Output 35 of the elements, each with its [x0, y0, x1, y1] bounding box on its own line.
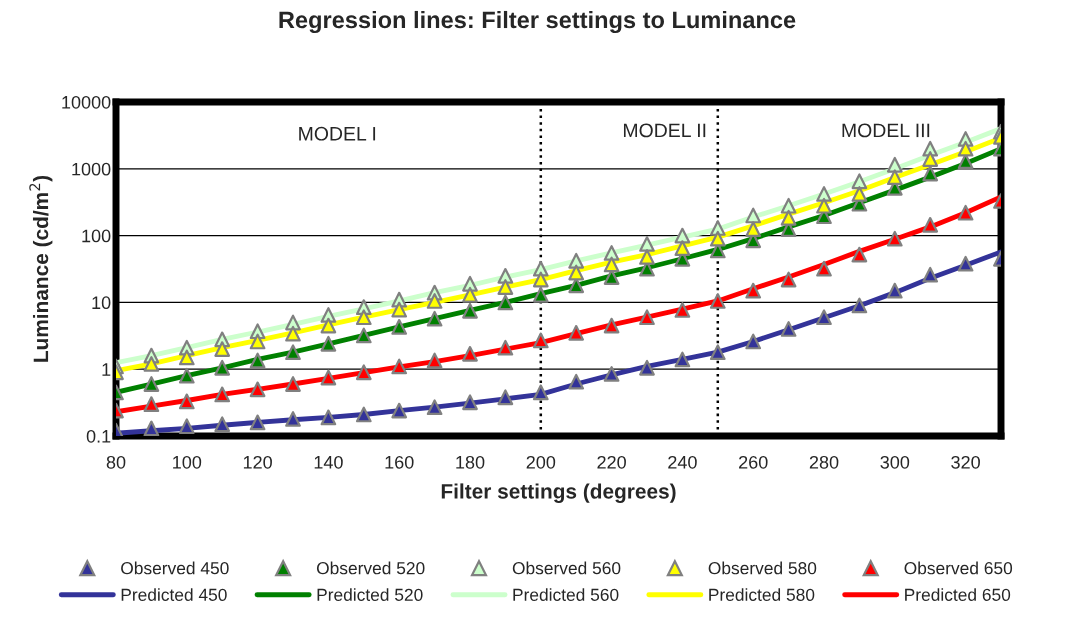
x-tick-label: 140 [314, 455, 343, 469]
legend-label: Predicted 580 [709, 588, 815, 601]
x-tick-label: 80 [106, 455, 126, 469]
annotation: MODEL I [299, 126, 376, 141]
legend-label: Predicted 650 [905, 588, 1011, 601]
x-tick-label: 240 [668, 455, 697, 469]
y-tick-label: 1 [102, 363, 111, 376]
legend-label: Predicted 450 [121, 588, 227, 601]
annotation: MODEL II [623, 123, 706, 138]
legend-label: Predicted 520 [317, 588, 423, 601]
y-tick-label: 10 [92, 296, 111, 310]
legend-label: Predicted 560 [513, 588, 619, 601]
legend-label: Observed 560 [512, 561, 621, 575]
legend-label: Observed 520 [316, 561, 425, 575]
legend-label: Observed 650 [904, 561, 1013, 575]
x-axis-title: Filter settings (degrees) [441, 483, 676, 503]
chart-title: Regression lines: Filter settings to Luminance [279, 10, 796, 34]
x-tick-label: 220 [597, 455, 626, 469]
legend-label: Observed 580 [708, 561, 817, 575]
x-tick-label: 260 [739, 455, 768, 469]
y-axis-title: Luminance (cd/m$^{2}$) [29, 175, 53, 362]
y-tick-label: 100 [82, 229, 111, 243]
y-tick-label: 10000 [62, 95, 111, 109]
x-tick-label: 300 [880, 455, 910, 469]
x-tick-label: 120 [243, 455, 272, 469]
x-tick-label: 200 [526, 455, 556, 469]
y-tick-label: 0.1 [86, 429, 111, 443]
x-tick-label: 160 [385, 455, 414, 469]
x-tick-label: 180 [456, 455, 485, 469]
x-tick-label: 320 [951, 455, 980, 469]
legend-label: Observed 450 [121, 561, 229, 575]
annotation: MODEL III [842, 123, 930, 138]
x-tick-label: 100 [173, 455, 202, 469]
x-tick-label: 280 [809, 455, 839, 469]
y-tick-label: 1000 [72, 162, 111, 176]
